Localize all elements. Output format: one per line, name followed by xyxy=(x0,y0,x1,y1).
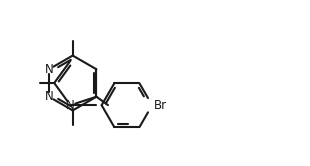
Text: N: N xyxy=(45,90,53,103)
Text: N: N xyxy=(66,99,75,112)
Text: Br: Br xyxy=(154,99,167,112)
Text: N: N xyxy=(45,63,53,76)
